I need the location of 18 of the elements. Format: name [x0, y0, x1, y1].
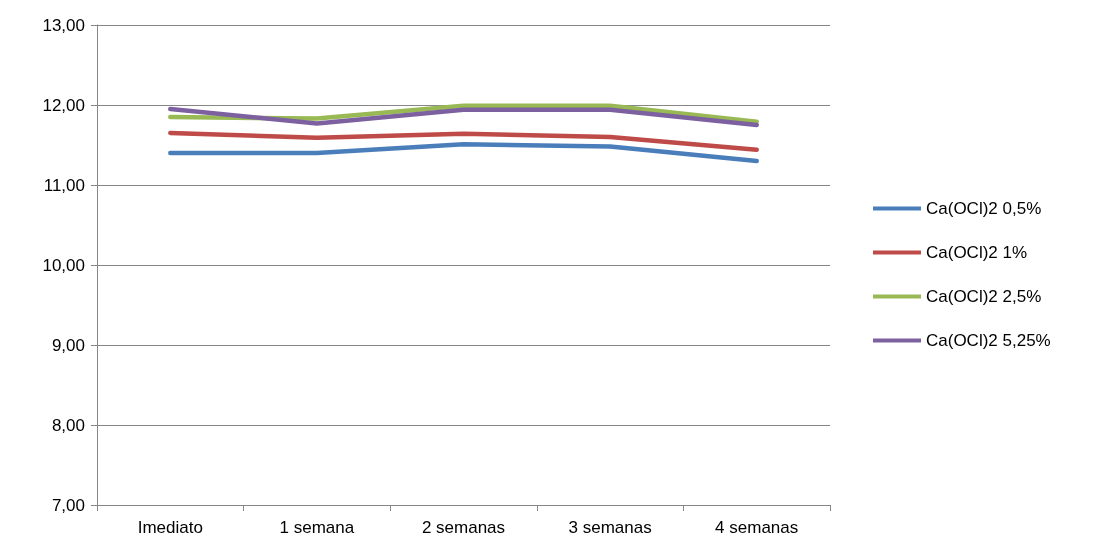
y-tick-label: 9,00	[51, 335, 85, 355]
y-tick-label: 10,00	[42, 255, 85, 275]
legend-label: Ca(OCl)2 1%	[926, 243, 1028, 262]
x-tick-label: 3 semanas	[568, 518, 652, 537]
line-series	[168, 130, 759, 153]
x-tick-label: 4 semanas	[715, 518, 799, 537]
y-tick-label: 13,00	[42, 15, 85, 35]
y-tick-label: 11,00	[43, 175, 85, 195]
legend-label: Ca(OCl)2 2,5%	[926, 287, 1042, 306]
x-tick-label: 1 semana	[279, 518, 355, 537]
x-tick-label: Imediato	[137, 518, 203, 537]
line-series	[168, 141, 759, 164]
legend-label: Ca(OCl)2 5,25%	[926, 331, 1051, 350]
y-tick-label: 8,00	[51, 415, 85, 435]
y-tick-label: 12,00	[42, 95, 85, 115]
x-tick-label: 2 semanas	[421, 518, 506, 537]
legend-label: Ca(OCl)2 0,5%	[926, 199, 1042, 218]
y-tick-label: 7,00	[51, 495, 85, 515]
